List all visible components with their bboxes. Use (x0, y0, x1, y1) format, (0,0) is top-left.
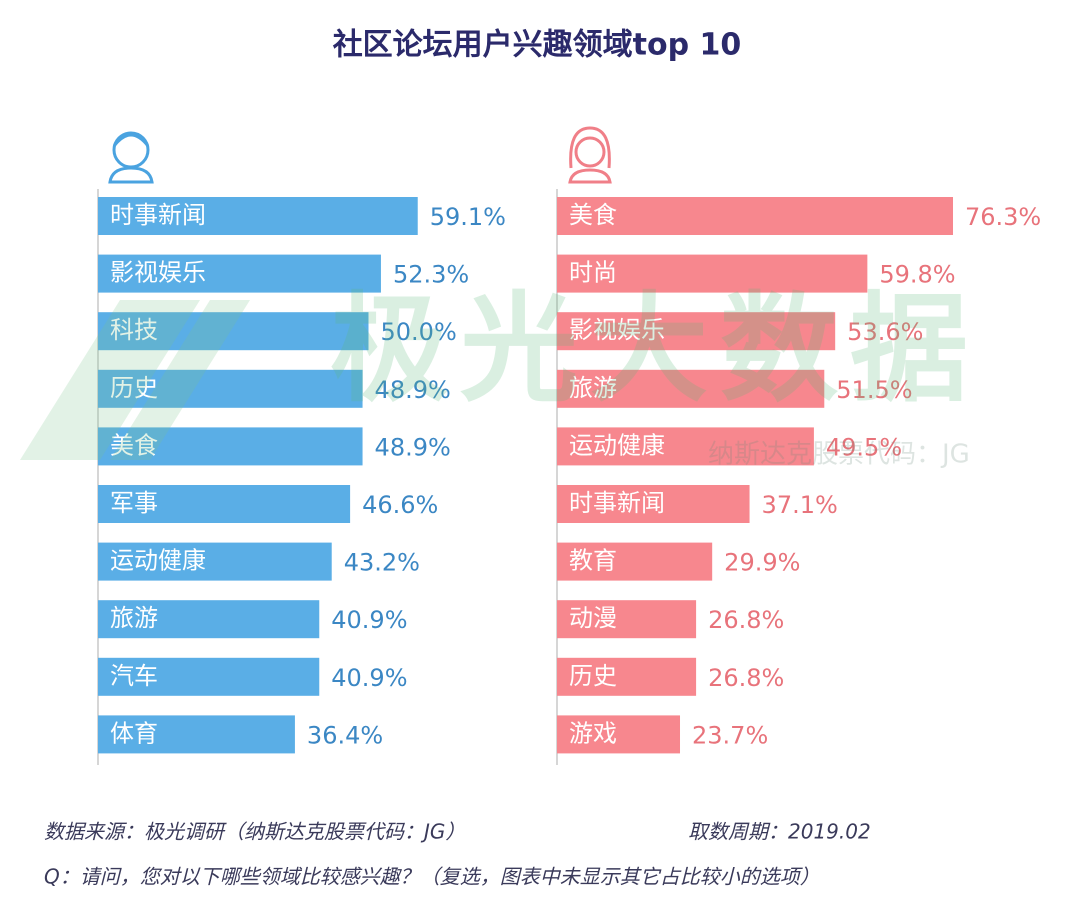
category-label: 教育 (569, 547, 617, 575)
value-label: 26.8% (708, 606, 784, 634)
category-label: 美食 (569, 201, 617, 229)
category-label: 旅游 (569, 374, 617, 402)
bar (557, 600, 697, 639)
value-label: 53.6% (847, 318, 923, 346)
category-label: 历史 (569, 662, 617, 690)
bar (98, 197, 418, 235)
bar (98, 369, 363, 408)
bar (98, 254, 381, 293)
female-icon (568, 126, 612, 184)
bar (557, 485, 750, 523)
category-label: 影视娱乐 (569, 316, 665, 344)
bar (98, 600, 320, 639)
category-label: 时事新闻 (569, 489, 665, 517)
category-label: 时事新闻 (110, 201, 206, 229)
category-label: 运动健康 (569, 431, 665, 459)
value-label: 50.0% (381, 318, 457, 346)
value-label: 49.5% (826, 433, 902, 461)
bar (557, 369, 825, 408)
bar (98, 312, 369, 351)
category-label: 游戏 (569, 719, 617, 747)
value-label: 40.9% (331, 606, 407, 634)
bar (557, 197, 953, 235)
category-label: 动漫 (569, 604, 617, 632)
value-label: 48.9% (375, 376, 451, 404)
bar (557, 542, 713, 581)
chart-title: 社区论坛用户兴趣领域top 10 (333, 28, 742, 63)
period: 取数周期：2019.02 (688, 820, 871, 844)
category-label: 时尚 (569, 259, 617, 287)
male-icon (108, 131, 154, 184)
category-label: 美食 (110, 431, 158, 459)
value-label: 40.9% (331, 664, 407, 692)
question: Q：请问，您对以下哪些领域比较感兴趣？（复选，图表中未显示其它占比较小的选项） (44, 865, 820, 889)
value-label: 46.6% (362, 491, 438, 519)
value-label: 37.1% (762, 491, 838, 519)
value-label: 59.8% (879, 261, 955, 289)
category-label: 运动健康 (110, 547, 206, 575)
category-label: 军事 (110, 489, 158, 517)
bar (98, 427, 363, 466)
value-label: 23.7% (692, 721, 768, 749)
value-label: 76.3% (965, 203, 1041, 231)
value-label: 36.4% (307, 721, 383, 749)
bar (557, 715, 681, 754)
bar (98, 715, 295, 754)
value-label: 51.5% (836, 376, 912, 404)
bar (557, 312, 836, 351)
bar (557, 657, 697, 696)
value-label: 59.1% (430, 203, 506, 231)
bar (98, 657, 320, 696)
value-label: 29.9% (724, 549, 800, 577)
value-label: 43.2% (344, 549, 420, 577)
category-label: 体育 (110, 719, 158, 747)
bar (557, 254, 868, 293)
source: 数据来源：极光调研（纳斯达克股票代码：JG） (44, 820, 465, 844)
value-label: 26.8% (708, 664, 784, 692)
category-label: 汽车 (110, 662, 158, 690)
plots: 时事新闻 59.1% 影视娱乐 52.3% 科技 50.0% 历史 48.9% 美食 48.9% 军… (97, 189, 1041, 765)
category-label: 旅游 (110, 604, 158, 632)
category-label: 历史 (110, 374, 158, 402)
value-label: 52.3% (393, 261, 469, 289)
category-label: 科技 (110, 316, 158, 344)
value-label: 48.9% (375, 433, 451, 461)
bar (557, 427, 814, 466)
bar (98, 485, 351, 523)
bar (98, 542, 332, 581)
category-label: 影视娱乐 (110, 259, 206, 287)
